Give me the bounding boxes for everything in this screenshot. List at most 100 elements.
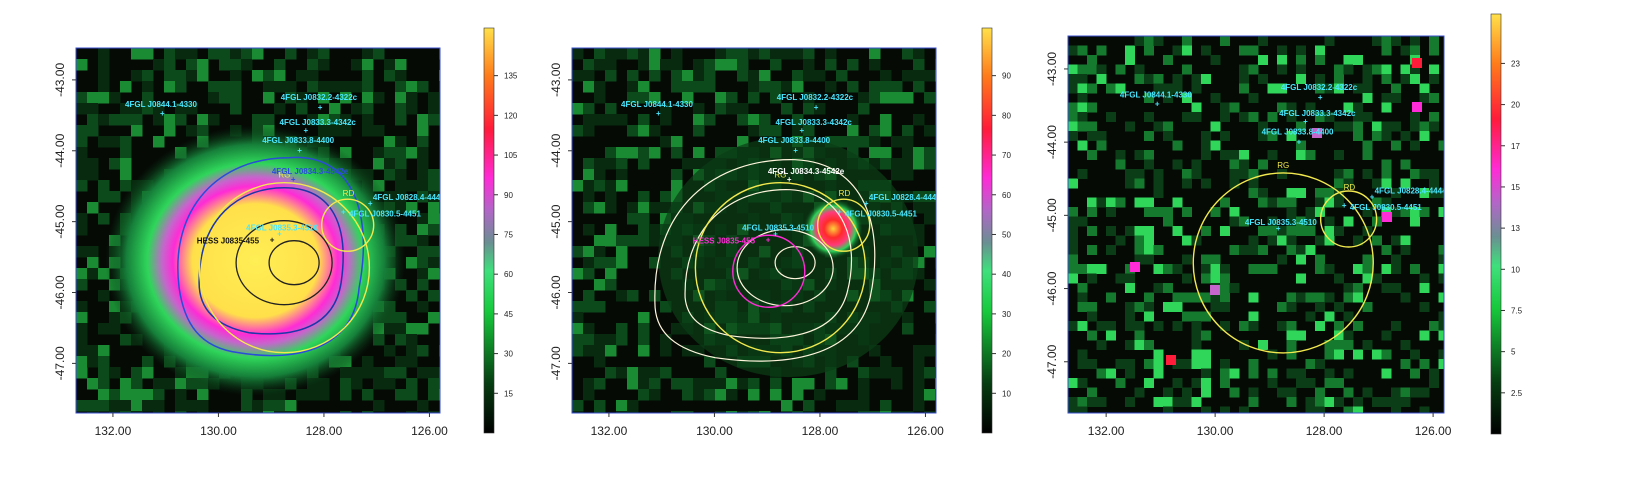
source-label: 4FGL J0833.3-4342c	[280, 118, 357, 127]
colorbar-tick-label: 17	[1511, 142, 1520, 151]
source-label: 4FGL J0833.8-4400	[758, 136, 830, 145]
y-tick-label: -46.00	[549, 275, 563, 309]
emission-halo	[658, 137, 919, 378]
colorbar-tick-label: 20	[1002, 350, 1011, 359]
source-marker: +	[277, 230, 282, 239]
source-marker: +	[793, 146, 798, 155]
y-tick-label: -47.00	[1045, 344, 1059, 378]
colorbar-tick-label: 105	[504, 151, 518, 160]
contour-mid	[684, 189, 853, 339]
source-label: 4FGL J0832.2-4322c	[281, 93, 358, 102]
source-label: 4FGL J0828.4-4444	[1375, 186, 1447, 195]
colorbar	[981, 27, 993, 434]
x-tick-label: 132.00	[95, 424, 132, 438]
colorbar-tick-label: 15	[504, 389, 513, 398]
source-marker: +	[656, 109, 661, 118]
region-label-rd: RD	[1344, 183, 1356, 192]
source-marker: +	[291, 175, 296, 184]
source-marker: +	[318, 103, 323, 112]
emission-region	[105, 125, 406, 396]
source-label: 4FGL J0844.1-4330	[621, 100, 693, 109]
colorbar-tick-label: 75	[504, 230, 513, 239]
contour-inner	[736, 229, 834, 307]
source-label: 4FGL J0830.5-4451	[845, 210, 917, 219]
source-marker: +	[766, 235, 771, 244]
x-tick-label: 126.00	[907, 424, 944, 438]
source-label: HESS J0835-455	[693, 236, 756, 245]
source-marker: +	[787, 175, 792, 184]
contour-inner	[235, 220, 333, 306]
region-label-rg: RG	[278, 171, 290, 180]
source-label: 4FGL J0832.2-4322c	[1281, 83, 1358, 92]
source-label: 4FGL J0844.1-4330	[1120, 90, 1192, 99]
colorbar	[483, 27, 495, 434]
source-marker: +	[1370, 192, 1375, 201]
colorbar-tick-label: 135	[504, 72, 518, 81]
y-tick-label: -44.00	[549, 133, 563, 167]
colorbar-tick-label: 90	[1002, 72, 1011, 81]
y-tick-label: -43.00	[549, 63, 563, 97]
y-tick-label: -44.00	[53, 133, 67, 167]
colorbar-tick-label: 50	[1002, 230, 1011, 239]
emission-hotspot	[803, 198, 864, 259]
x-tick-label: 130.00	[200, 424, 237, 438]
y-tick-label: -44.00	[1045, 125, 1059, 159]
map-frame	[75, 47, 441, 414]
colorbar-tick-label: 30	[504, 350, 513, 359]
source-marker: +	[864, 199, 869, 208]
colorbar-tick-label: 30	[1002, 310, 1011, 319]
source-marker: +	[773, 230, 778, 239]
map-frame	[1067, 35, 1445, 414]
source-marker: +	[341, 208, 346, 217]
colorbar-tick-label: 5	[1511, 348, 1516, 357]
x-tick-label: 130.00	[1197, 424, 1234, 438]
source-marker: +	[1303, 117, 1308, 126]
contour-core	[268, 240, 320, 286]
source-label: 4FGL J0833.3-4342c	[776, 118, 853, 127]
colorbar-tick-label: 90	[504, 191, 513, 200]
region-rg-circle	[198, 182, 371, 354]
source-marker: +	[160, 109, 165, 118]
source-label: 4FGL J0834.3-4542e	[768, 167, 845, 176]
source-label: 4FGL J0828.4-4444	[869, 193, 941, 202]
region-rd-circle	[816, 198, 871, 252]
y-tick-label: -43.00	[1045, 52, 1059, 86]
source-label: 4FGL J0832.2-4322c	[777, 93, 854, 102]
colorbar-tick-label: 2.5	[1511, 389, 1523, 398]
colorbar-tick-label: 60	[1002, 191, 1011, 200]
region-rg-circle	[1192, 172, 1374, 354]
source-label: 4FGL J0835.3-4510	[1245, 218, 1317, 227]
source-marker: +	[1297, 137, 1302, 146]
y-tick-label: -43.00	[53, 63, 67, 97]
colorbar-tick-label: 10	[1002, 389, 1011, 398]
region-label-rd: RD	[343, 189, 355, 198]
source-marker: +	[800, 126, 805, 135]
source-label: 4FGL J0834.3-4542e	[272, 167, 349, 176]
colorbar-tick-label: 45	[504, 310, 513, 319]
colorbar-tick-label: 23	[1511, 59, 1520, 68]
colorbar-tick-label: 7.5	[1511, 306, 1523, 315]
contour-outer	[654, 159, 876, 362]
source-marker: +	[837, 208, 842, 217]
source-label: 4FGL J0833.8-4400	[1262, 127, 1334, 136]
source-label: 4FGL J0835.3-4510	[246, 224, 318, 233]
x-tick-label: 128.00	[306, 424, 343, 438]
source-label: 4FGL J0844.1-4330	[125, 100, 197, 109]
colorbar-tick-label: 20	[1511, 101, 1520, 110]
x-tick-label: 128.00	[802, 424, 839, 438]
colorbar-tick-label: 15	[1511, 183, 1520, 192]
source-marker: +	[270, 235, 275, 244]
source-marker: +	[1342, 201, 1347, 210]
source-marker: +	[1318, 93, 1323, 102]
source-label: 4FGL J0835.3-4510	[742, 224, 814, 233]
source-marker: +	[1155, 99, 1160, 108]
hess-region-circle	[732, 234, 806, 308]
y-tick-label: -46.00	[1045, 271, 1059, 305]
region-rd-circle	[320, 198, 375, 252]
region-label-rg: RG	[774, 171, 786, 180]
